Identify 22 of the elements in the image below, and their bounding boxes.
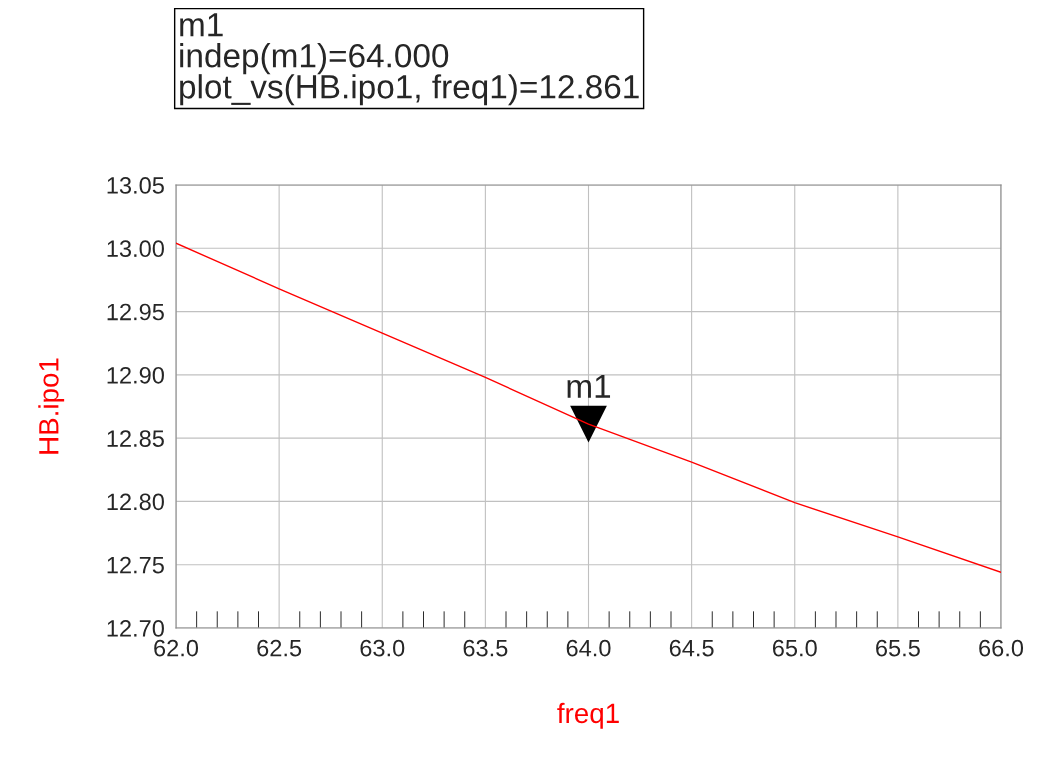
x-tick-label: 65.0 — [772, 639, 817, 657]
y-tick-label: 12.90 — [107, 366, 164, 384]
y-tick-label: 13.00 — [107, 240, 164, 258]
y-axis-title: HB.ipo1 — [38, 358, 65, 454]
x-tick-label: 64.0 — [566, 639, 611, 657]
y-tick-label: 12.95 — [107, 303, 164, 321]
x-tick-label: 62.0 — [154, 639, 199, 657]
text: m1 indep(m1)=64.000 plot_vs(HB.ipo1, freq1)=12.861 — [180, 13, 639, 106]
y-tick-label: 12.75 — [107, 556, 164, 574]
x-axis-title: freq1 — [557, 702, 619, 729]
x-tick-label: 65.5 — [876, 639, 920, 657]
annotation: m1 — [567, 374, 611, 398]
y-tick-label: 12.85 — [107, 430, 164, 447]
line-series — [176, 242, 1001, 574]
x-tick-label: 63.0 — [360, 639, 405, 657]
y-tick-label: 12.80 — [107, 493, 164, 511]
y-tick-label: 13.05 — [107, 177, 164, 194]
x-tick-label: 66.0 — [979, 639, 1024, 657]
x-tick-label: 62.5 — [257, 639, 302, 657]
x-tick-label: 64.5 — [669, 639, 714, 657]
y-tick-label: 12.70 — [107, 620, 164, 637]
x-tick-label: 63.5 — [463, 639, 508, 657]
